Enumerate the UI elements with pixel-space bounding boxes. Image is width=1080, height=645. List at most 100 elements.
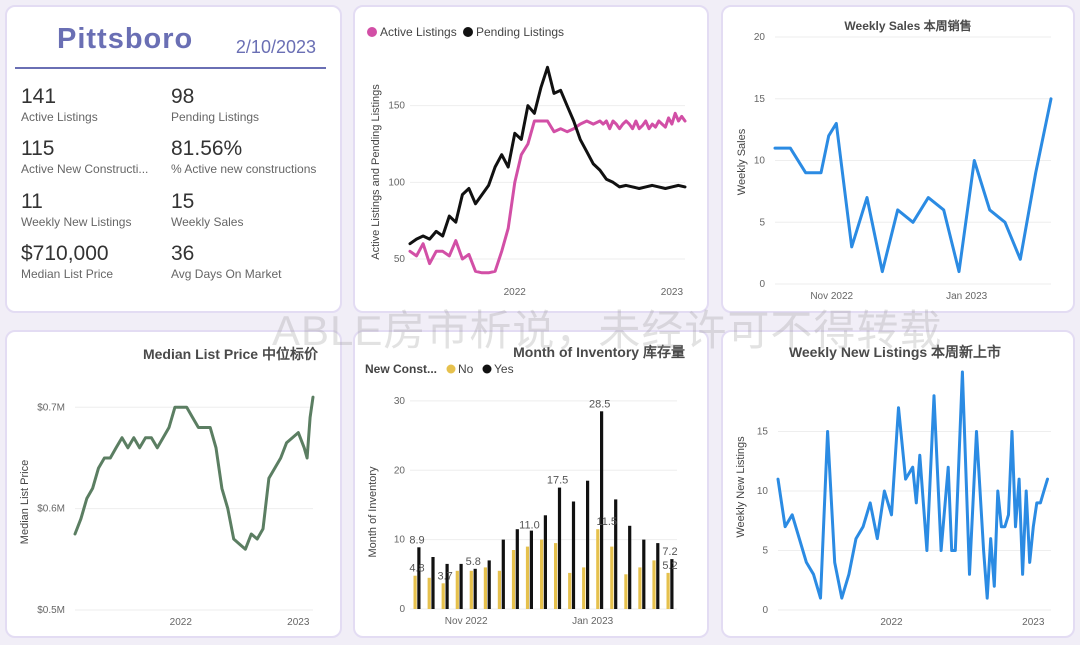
weekly-sales-chart-card[interactable]: Weekly Sales 本周销售 Weekly Sales 0 5 10 15 20 N…	[721, 5, 1075, 313]
y-tick-label: 5	[759, 217, 765, 228]
y-tick-label: 30	[394, 396, 406, 407]
y-tick-label: 10	[754, 156, 766, 167]
x-tick-label: 2023	[661, 287, 684, 298]
bar-yes	[557, 487, 562, 609]
legend[interactable]: Active Listings Pending Listings	[367, 25, 564, 39]
y-axis-label: Active Listings and Pending Listings	[370, 84, 382, 260]
chart-title: Weekly New Listings 本周新上市	[789, 344, 1001, 360]
kpi-label: Avg Days On Market	[171, 267, 282, 281]
data-label: 3.7	[437, 570, 452, 582]
y-tick-label: 15	[754, 94, 766, 105]
bar-no	[554, 543, 558, 609]
kpi-label: Median List Price	[21, 267, 114, 281]
kpi-value: 36	[171, 242, 195, 265]
y-tick-label: 10	[757, 486, 769, 497]
bar-no	[638, 567, 642, 609]
kpi-label: Weekly New Listings	[21, 215, 132, 229]
bar-no	[582, 567, 586, 609]
y-tick-label: 20	[394, 465, 406, 476]
bar-yes	[515, 529, 519, 609]
kpi-value: $710,000	[21, 242, 109, 265]
kpi-value: 98	[171, 85, 195, 108]
plot-area: 0 5 10 15 2022 2023	[757, 370, 1051, 628]
median-price-chart-card[interactable]: Median List Price 中位标价 Median List Price…	[5, 330, 342, 638]
kpi-label: Weekly Sales	[171, 215, 244, 229]
kpi-value: 11	[21, 190, 43, 213]
series-line-active-listings	[408, 111, 687, 275]
y-tick-label: 20	[754, 32, 766, 43]
chart-title: Weekly Sales 本周销售	[844, 18, 971, 33]
listings-chart-card[interactable]: Active Listings Pending Listings Active …	[353, 5, 709, 313]
bar-yes	[431, 557, 435, 609]
bar-no	[540, 539, 544, 609]
data-label: 7.2	[662, 546, 677, 558]
y-tick-label: 150	[388, 101, 405, 112]
kpi-median-list-price: $710,000 Median List Price	[21, 242, 113, 282]
legend[interactable]: New Const... No Yes	[365, 362, 514, 376]
data-label: 8.9	[409, 534, 424, 546]
kpi-value: 115	[21, 137, 55, 160]
y-tick-label: $0.7M	[37, 402, 65, 413]
y-tick-label: 10	[394, 535, 406, 546]
plot-area: $0.5M $0.6M $0.7M 2022 2023	[37, 395, 315, 628]
y-tick-label: 50	[394, 254, 406, 265]
bar-no	[455, 570, 459, 609]
bar-yes	[487, 560, 491, 609]
plot-area: 0 5 10 15 20 Nov 2022 Jan 2023	[754, 32, 1053, 302]
legend-active-label: Active Listings	[380, 25, 457, 39]
bar-no	[525, 546, 530, 609]
kpi-label: % Active new constructions	[171, 162, 317, 176]
data-label: 5.8	[466, 556, 481, 568]
title-divider	[15, 67, 326, 69]
bar-yes	[445, 563, 449, 609]
bar-yes	[628, 525, 632, 610]
kpi-label: Active Listings	[21, 110, 98, 124]
x-tick-label: 2022	[880, 617, 903, 628]
x-tick-label: 2023	[287, 617, 310, 628]
weekly-new-listings-chart-card[interactable]: Weekly New Listings 本周新上市 Weekly New Lis…	[721, 330, 1075, 638]
y-tick-label: 0	[399, 604, 405, 615]
inventory-chart: Month of Inventory 库存量 New Const... No Y…	[365, 344, 685, 627]
legend-active-marker	[367, 27, 377, 37]
y-axis-label: Month of Inventory	[367, 466, 379, 558]
bar-yes	[571, 501, 576, 609]
kpi-label: Pending Listings	[171, 110, 260, 124]
bar-yes	[473, 568, 477, 609]
y-tick-label: $0.5M	[37, 605, 65, 616]
x-tick-label: Nov 2022	[810, 291, 853, 302]
bar-yes	[670, 559, 674, 609]
inventory-chart-card[interactable]: Month of Inventory 库存量 New Const... No Y…	[353, 330, 709, 638]
legend-pending-label: Pending Listings	[476, 25, 564, 39]
kpi-card: Pittsboro 2/10/2023 141 Active Listings …	[5, 5, 342, 313]
x-tick-label: Jan 2023	[572, 616, 614, 627]
bar-no	[666, 572, 670, 609]
bar-no	[441, 583, 445, 609]
y-tick-label: 5	[762, 546, 768, 557]
bar-no	[483, 567, 487, 609]
y-tick-label: 0	[759, 279, 765, 290]
y-tick-label: $0.6M	[37, 504, 65, 515]
bar-no	[610, 546, 614, 609]
legend-pending-marker	[463, 27, 473, 37]
bar-yes	[586, 480, 590, 609]
legend-no-marker	[446, 364, 456, 374]
bar-no	[497, 570, 501, 609]
kpi-value: 15	[171, 190, 195, 213]
series-line-weekly-new-listings	[776, 370, 1049, 600]
x-tick-label: Jan 2023	[946, 291, 988, 302]
series-line-weekly-sales	[773, 97, 1053, 274]
kpi-weekly-sales: 15 Weekly Sales	[171, 190, 243, 230]
legend-title: New Const...	[365, 362, 437, 376]
city-title: Pittsboro	[57, 23, 194, 55]
y-axis-label: Weekly Sales	[736, 128, 748, 195]
kpi-active-new-construction: 115 Active New Constructi...	[21, 137, 148, 177]
y-tick-label: 0	[762, 605, 768, 616]
data-label: 28.5	[589, 398, 610, 410]
data-label: 17.5	[547, 475, 568, 487]
bar-yes	[459, 563, 463, 609]
listings-chart: Active Listings Pending Listings Active …	[367, 25, 687, 298]
bar-no	[469, 570, 473, 609]
median-price-chart: Median List Price 中位标价 Median List Price…	[19, 346, 319, 628]
y-tick-label: 100	[388, 177, 405, 188]
kpi-weekly-new-listings: 11 Weekly New Listings	[21, 190, 131, 230]
